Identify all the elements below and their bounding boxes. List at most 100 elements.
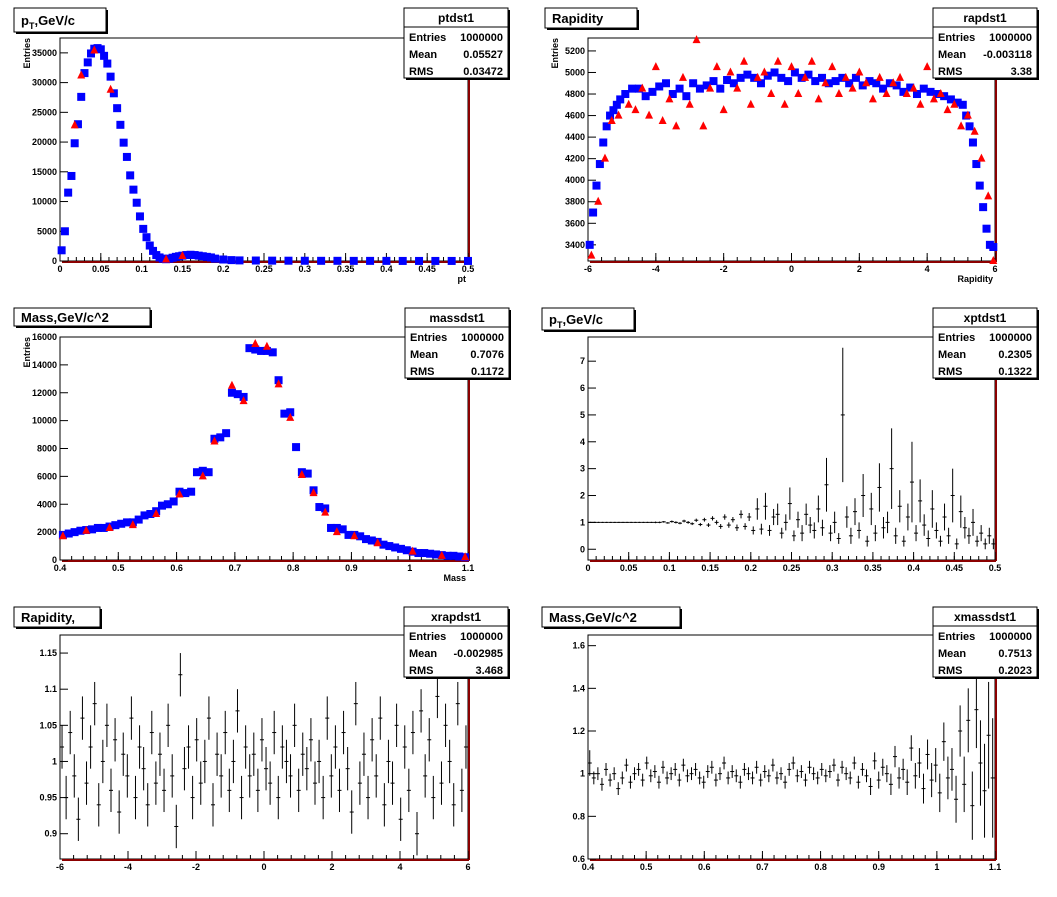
data-point [362, 535, 370, 544]
data-point [672, 121, 681, 130]
stats-label: Mean [409, 49, 437, 61]
data-point [187, 487, 196, 496]
data-point [831, 77, 840, 86]
data-point [70, 120, 79, 129]
data-point [602, 122, 611, 131]
data-point [70, 139, 79, 148]
series-triangle [58, 338, 470, 561]
data-point [129, 185, 138, 194]
data-point [77, 92, 86, 101]
data-point [262, 341, 271, 350]
x-tick-label: 0.25 [255, 264, 273, 274]
data-point [845, 79, 854, 88]
data-point [382, 256, 391, 265]
data-point [140, 511, 149, 520]
stats-title: xptdst1 [964, 311, 1007, 325]
data-point [726, 67, 735, 76]
x-tick-label: 0.5 [112, 563, 125, 573]
data-point [420, 549, 429, 558]
x-tick-label: 0.1 [663, 563, 676, 573]
data-point [872, 79, 881, 88]
stats-label: RMS [409, 665, 433, 677]
data-point [882, 89, 891, 98]
data-point [784, 77, 793, 86]
data-point [103, 59, 112, 68]
stats-label: Entries [938, 332, 975, 344]
data-point [753, 72, 762, 81]
stats-box [932, 307, 1038, 379]
data-point [182, 251, 191, 260]
data-point [206, 253, 215, 262]
data-point [678, 72, 687, 81]
x-axis-label: pt [458, 274, 467, 284]
stats-value: 3.38 [1011, 66, 1032, 78]
data-point [729, 79, 738, 88]
data-point [202, 252, 211, 261]
data-point [958, 100, 967, 109]
data-point [984, 191, 993, 200]
data-point [631, 105, 640, 114]
data-point [773, 56, 782, 65]
data-point [963, 110, 972, 119]
title-box [541, 606, 681, 628]
data-point [709, 77, 718, 86]
stats-label: Mean [938, 49, 966, 61]
series-triangle [587, 35, 998, 264]
x-tick-label: 6 [992, 264, 997, 274]
y-tick-label: 4000 [565, 175, 585, 185]
data-point [239, 396, 248, 405]
stats-label: Entries [410, 332, 447, 344]
stats-value: 0.1322 [998, 366, 1032, 378]
data-point [589, 208, 598, 217]
data-point [338, 525, 347, 534]
data-point [99, 523, 108, 532]
data-point [912, 90, 921, 99]
data-point [655, 82, 664, 91]
y-axis-label: Entries [22, 337, 32, 368]
y-tick-label: 3400 [565, 240, 585, 250]
data-point [979, 203, 988, 212]
y-tick-label: 4000 [37, 499, 57, 509]
y-tick-label: 5000 [37, 226, 57, 236]
data-point [134, 515, 143, 524]
data-point [685, 99, 694, 108]
data-point [332, 527, 341, 536]
data-point [595, 160, 604, 169]
x-tick-label: 0.6 [698, 862, 711, 872]
data-point [58, 531, 67, 540]
y-tick-label: 6000 [37, 471, 57, 481]
data-point [396, 544, 405, 553]
data-point [333, 256, 342, 265]
data-point [210, 436, 219, 445]
data-point [437, 550, 446, 559]
data-point [970, 126, 979, 135]
y-tick-label: 14000 [32, 360, 57, 370]
data-point [344, 530, 353, 539]
data-point [770, 68, 779, 77]
x-tick-label: 0.45 [946, 563, 964, 573]
stats-label: RMS [938, 665, 962, 677]
x-tick-label: 1 [934, 862, 939, 872]
data-point [408, 546, 417, 555]
data-point [414, 549, 423, 558]
stats-box [932, 606, 1038, 678]
data-point [824, 79, 833, 88]
stats-title: rapdst1 [963, 11, 1007, 25]
data-point [366, 256, 375, 265]
plot-frame [59, 37, 469, 262]
stats-value: -0.002985 [453, 648, 503, 660]
data-point [641, 92, 650, 101]
data-point [689, 79, 698, 88]
x-tick-label: 0.7 [229, 563, 242, 573]
data-point [865, 77, 874, 86]
data-point [60, 227, 69, 236]
data-point [733, 83, 742, 92]
stats-value: 0.03472 [463, 66, 503, 78]
y-tick-label: 16000 [32, 332, 57, 342]
data-point [146, 510, 155, 519]
data-point [315, 503, 324, 512]
data-point [447, 256, 456, 265]
stats-label: RMS [938, 366, 962, 378]
y-tick-label: 10000 [32, 416, 57, 426]
